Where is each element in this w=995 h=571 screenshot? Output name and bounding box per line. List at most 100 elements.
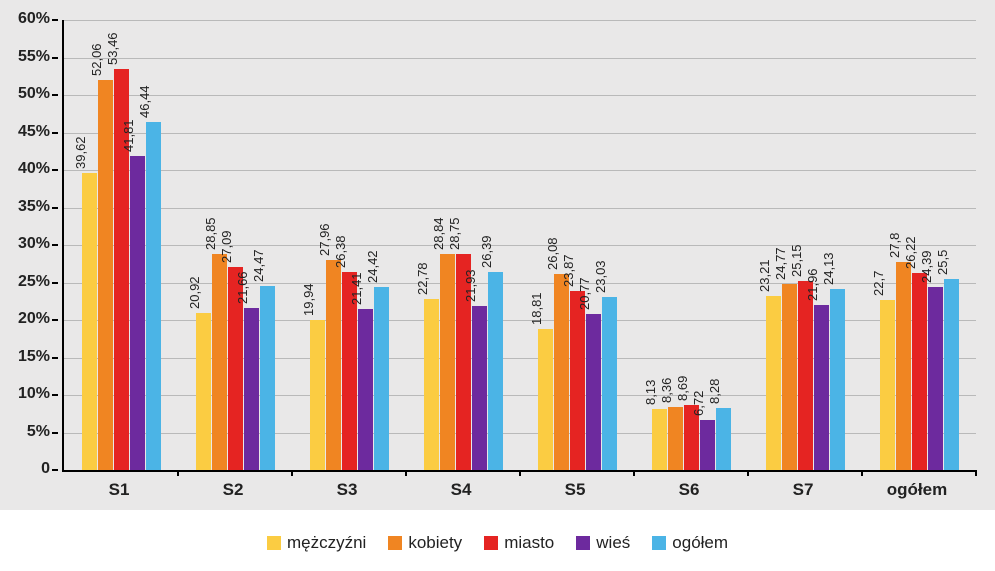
legend-item: kobiety bbox=[388, 533, 462, 553]
y-axis-label: 15% bbox=[0, 348, 50, 366]
bar-value-label: 24,39 bbox=[920, 251, 933, 284]
bar-value-label: 26,39 bbox=[480, 236, 493, 269]
bar-wieś: 20,77 bbox=[586, 314, 601, 470]
legend-label: kobiety bbox=[408, 533, 462, 553]
y-axis-label: 60% bbox=[0, 10, 50, 28]
bar-mężczyźni: 20,92 bbox=[196, 313, 211, 470]
x-tick bbox=[861, 470, 863, 476]
bar-value-label: 27,8 bbox=[888, 232, 901, 257]
bar-value-label: 8,36 bbox=[660, 378, 673, 403]
y-axis-label: 20% bbox=[0, 310, 50, 328]
bar-value-label: 23,87 bbox=[562, 254, 575, 287]
bar-group: 18,8126,0823,8720,7723,03 bbox=[538, 20, 617, 470]
y-tick bbox=[52, 394, 58, 396]
bar-value-label: 41,81 bbox=[122, 120, 135, 153]
y-axis-label: 25% bbox=[0, 273, 50, 291]
bar-value-label: 28,75 bbox=[448, 218, 461, 251]
y-axis-label: 5% bbox=[0, 423, 50, 441]
y-tick bbox=[52, 244, 58, 246]
bar-value-label: 24,47 bbox=[252, 250, 265, 283]
x-axis-label: ogółem bbox=[887, 480, 947, 500]
bar-mężczyźni: 18,81 bbox=[538, 329, 553, 470]
x-axis-label: S6 bbox=[679, 480, 700, 500]
bar-value-label: 8,69 bbox=[676, 376, 689, 401]
bar-value-label: 26,38 bbox=[334, 236, 347, 269]
bar-ogółem: 24,47 bbox=[260, 286, 275, 470]
x-axis-label: S7 bbox=[793, 480, 814, 500]
bar-value-label: 21,66 bbox=[236, 271, 249, 304]
legend-label: wieś bbox=[596, 533, 630, 553]
bar-mężczyźni: 23,21 bbox=[766, 296, 781, 470]
bar-group: 22,727,826,2224,3925,5 bbox=[880, 20, 959, 470]
bar-kobiety: 26,08 bbox=[554, 274, 569, 470]
bar-ogółem: 24,13 bbox=[830, 289, 845, 470]
bar-value-label: 18,81 bbox=[530, 292, 543, 325]
bar-kobiety: 8,36 bbox=[668, 407, 683, 470]
bar-value-label: 52,06 bbox=[90, 43, 103, 76]
y-axis-label: 45% bbox=[0, 123, 50, 141]
bar-ogółem: 8,28 bbox=[716, 408, 731, 470]
bar-value-label: 22,78 bbox=[416, 263, 429, 296]
y-axis-label: 10% bbox=[0, 385, 50, 403]
y-tick bbox=[52, 57, 58, 59]
bar-kobiety: 28,84 bbox=[440, 254, 455, 470]
x-axis-label: S2 bbox=[223, 480, 244, 500]
y-axis-label: 35% bbox=[0, 198, 50, 216]
y-axis-label: 30% bbox=[0, 235, 50, 253]
x-tick bbox=[177, 470, 179, 476]
bar-mężczyźni: 22,7 bbox=[880, 300, 895, 470]
legend-swatch bbox=[484, 536, 498, 550]
bar-value-label: 24,13 bbox=[822, 252, 835, 285]
y-axis-label: 40% bbox=[0, 160, 50, 178]
bar-value-label: 19,94 bbox=[302, 284, 315, 317]
bar-kobiety: 27,96 bbox=[326, 260, 341, 470]
bar-value-label: 46,44 bbox=[138, 85, 151, 118]
bar-group: 23,2124,7725,1521,9624,13 bbox=[766, 20, 845, 470]
x-axis-label: S5 bbox=[565, 480, 586, 500]
bar-value-label: 24,77 bbox=[774, 248, 787, 281]
legend-swatch bbox=[267, 536, 281, 550]
bar-value-label: 6,72 bbox=[692, 390, 705, 415]
legend-item: wieś bbox=[576, 533, 630, 553]
bar-value-label: 53,46 bbox=[106, 33, 119, 66]
bar-miasto: 26,22 bbox=[912, 273, 927, 470]
legend-item: miasto bbox=[484, 533, 554, 553]
bar-chart: 39,6252,0653,4641,8146,4420,9228,8527,09… bbox=[0, 0, 995, 571]
bar-group: 20,9228,8527,0921,6624,47 bbox=[196, 20, 275, 470]
bar-value-label: 26,08 bbox=[546, 238, 559, 271]
legend-swatch bbox=[576, 536, 590, 550]
bar-wieś: 21,66 bbox=[244, 308, 259, 470]
legend: mężczyźnikobietymiastowieśogółem bbox=[0, 523, 995, 563]
bar-miasto: 23,87 bbox=[570, 291, 585, 470]
bar-value-label: 24,42 bbox=[366, 250, 379, 283]
x-axis-label: S4 bbox=[451, 480, 472, 500]
x-axis-label: S3 bbox=[337, 480, 358, 500]
bar-mężczyźni: 22,78 bbox=[424, 299, 439, 470]
bar-value-label: 8,13 bbox=[644, 380, 657, 405]
bar-value-label: 21,41 bbox=[350, 273, 363, 306]
legend-swatch bbox=[388, 536, 402, 550]
bar-kobiety: 27,8 bbox=[896, 262, 911, 471]
y-axis-label: 55% bbox=[0, 48, 50, 66]
bar-ogółem: 46,44 bbox=[146, 122, 161, 470]
bar-value-label: 22,7 bbox=[872, 270, 885, 295]
bar-group: 22,7828,8428,7521,9326,39 bbox=[424, 20, 503, 470]
bar-mężczyźni: 39,62 bbox=[82, 173, 97, 470]
bar-kobiety: 52,06 bbox=[98, 80, 113, 470]
bar-wieś: 41,81 bbox=[130, 156, 145, 470]
y-tick bbox=[52, 132, 58, 134]
bar-value-label: 27,09 bbox=[220, 230, 233, 263]
bar-kobiety: 28,85 bbox=[212, 254, 227, 470]
bar-value-label: 21,93 bbox=[464, 269, 477, 302]
bar-wieś: 6,72 bbox=[700, 420, 715, 470]
bar-value-label: 28,84 bbox=[432, 217, 445, 250]
x-tick bbox=[975, 470, 977, 476]
bar-wieś: 21,96 bbox=[814, 305, 829, 470]
y-tick bbox=[52, 469, 58, 471]
y-tick bbox=[52, 207, 58, 209]
bar-miasto: 25,15 bbox=[798, 281, 813, 470]
y-tick bbox=[52, 94, 58, 96]
y-tick bbox=[52, 432, 58, 434]
bar-group: 39,6252,0653,4641,8146,44 bbox=[82, 20, 161, 470]
bar-value-label: 28,85 bbox=[204, 217, 217, 250]
